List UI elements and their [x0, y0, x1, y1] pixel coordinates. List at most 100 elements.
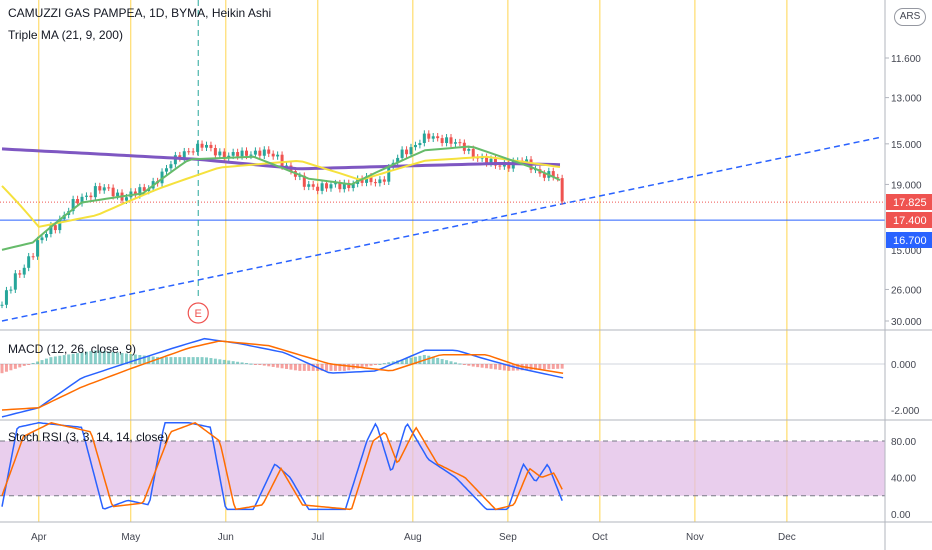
candle-body [40, 237, 44, 241]
macd-histogram-bar [187, 357, 191, 364]
candle-body [467, 148, 471, 151]
candle-body [262, 149, 266, 156]
macd-histogram-bar [271, 364, 275, 367]
candle-body [382, 179, 386, 182]
macd-histogram-bar [285, 364, 289, 369]
macd-histogram-bar [551, 364, 555, 370]
stoch-tick-label: 40.00 [891, 474, 916, 485]
macd-histogram-bar [218, 359, 222, 364]
macd-histogram-bar [156, 357, 160, 364]
macd-histogram-bar [58, 355, 62, 364]
price-tag-0: 17.825 [886, 194, 932, 210]
macd-histogram-bar [382, 363, 386, 365]
macd-histogram-bar [302, 364, 306, 371]
macd-histogram-bar [467, 364, 471, 366]
macd-histogram-bar [205, 357, 209, 364]
candle-body [551, 171, 555, 178]
macd-histogram-bar [311, 364, 315, 371]
macd-histogram-bar [200, 357, 204, 364]
candle-body [209, 144, 213, 149]
macd-histogram-bar [191, 357, 195, 364]
candle-body [320, 183, 324, 191]
candle-body [222, 151, 226, 158]
macd-histogram-bar [533, 364, 537, 370]
candle-body [196, 143, 200, 152]
candle-body [182, 151, 186, 159]
candle-body [160, 171, 164, 184]
candle-body [285, 165, 289, 167]
currency-badge[interactable]: ARS [894, 8, 926, 26]
macd-histogram-bar [480, 364, 484, 368]
candle-body [347, 182, 351, 189]
macd-histogram-bar [44, 358, 48, 364]
month-tick-label-jul: Jul [311, 532, 324, 543]
candle-body [445, 137, 449, 144]
candle-body [89, 195, 93, 198]
candle-body [542, 173, 546, 178]
candle-body [13, 273, 17, 290]
month-gridlines [38, 0, 788, 522]
candle-body [409, 147, 413, 155]
candle-body [142, 187, 146, 191]
candle-body [231, 152, 235, 156]
macd-histogram-bar [62, 355, 66, 364]
candle-body [471, 148, 475, 158]
macd-histogram-bar [142, 355, 146, 364]
candle-body [267, 149, 271, 154]
macd-histogram-bar [53, 356, 57, 364]
macd-histogram-bar [120, 353, 124, 364]
macd-histogram-bar [400, 359, 404, 364]
macd-histogram-bar [22, 364, 26, 366]
macd-histogram-bar [196, 357, 200, 364]
macd-histogram-bar [116, 352, 120, 364]
macd-histogram-bar [329, 364, 333, 371]
candle-body [422, 133, 426, 144]
macd-histogram-bar [222, 359, 226, 364]
macd-histogram-bar [373, 364, 377, 365]
candle-body [378, 179, 382, 184]
price-tick-label: 11.600 [891, 54, 921, 65]
candle-body [427, 133, 431, 139]
macd-histogram-bar [102, 351, 106, 364]
candle-body [365, 176, 369, 183]
candle-body [93, 186, 97, 198]
macd-histogram-bar [485, 364, 489, 369]
macd-tick-label: -2.000 [891, 406, 920, 417]
macd-histogram-bar [378, 364, 382, 365]
indicator-label: Triple MA (21, 9, 200) [8, 28, 123, 42]
candle-body [58, 218, 62, 231]
candle-body [280, 154, 284, 167]
candle-body [440, 138, 444, 144]
macd-histogram-bar [360, 364, 364, 368]
macd-histogram-bar [427, 355, 431, 364]
macd-histogram-bar [369, 364, 373, 366]
candle-body [271, 153, 275, 157]
macd-histogram-bar [227, 360, 231, 364]
macd-histogram-bar [418, 355, 422, 364]
macd-histogram-bar [178, 357, 182, 364]
candle-body [560, 178, 564, 202]
candle-body [71, 199, 75, 212]
candle-body [53, 225, 57, 231]
price-tick-label: 30.000 [891, 317, 922, 328]
macd-histogram-bar [253, 364, 257, 365]
macd-histogram-bar [164, 357, 168, 364]
candle-body [218, 151, 222, 156]
macd-histogram-bar [538, 364, 542, 370]
price-tag-bg [886, 194, 932, 210]
price-tick-label: 15.000 [891, 140, 922, 151]
event-marker[interactable]: E [187, 302, 209, 324]
candle-body [173, 155, 177, 165]
candle-body [333, 183, 337, 185]
macd-histogram-bar [267, 364, 271, 367]
candle-body [187, 151, 191, 153]
macd-histogram-bar [320, 364, 324, 371]
month-tick-label-sep: Sep [499, 532, 517, 543]
macd-histogram-bar [40, 360, 44, 364]
macd-histogram-bar [173, 357, 177, 364]
macd-histogram-bar [147, 356, 151, 364]
candle-body [36, 240, 40, 257]
macd-tick-label: 0.000 [891, 360, 916, 371]
stoch-tick-label: 0.00 [891, 510, 911, 521]
